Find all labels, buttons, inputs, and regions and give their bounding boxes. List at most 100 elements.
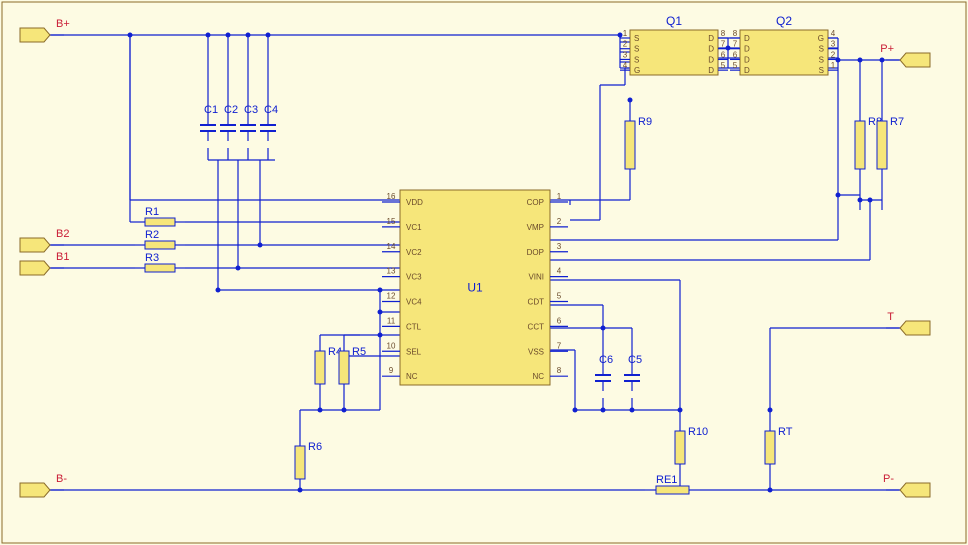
port-t: [900, 321, 930, 335]
junction: [630, 408, 635, 413]
svg-text:G: G: [818, 34, 824, 43]
junction: [768, 488, 773, 493]
svg-text:4: 4: [557, 267, 562, 276]
svg-text:Q2: Q2: [776, 14, 792, 28]
svg-text:P+: P+: [880, 43, 894, 55]
svg-text:S: S: [819, 55, 824, 64]
svg-text:S: S: [634, 34, 639, 43]
junction: [378, 288, 383, 293]
junction: [378, 333, 383, 338]
svg-text:C2: C2: [224, 104, 238, 116]
resistor-r1: [145, 218, 175, 226]
svg-text:5: 5: [721, 61, 726, 70]
junction: [128, 33, 133, 38]
svg-text:B1: B1: [56, 251, 69, 263]
svg-text:DOP: DOP: [527, 248, 544, 257]
svg-text:8: 8: [721, 29, 726, 38]
svg-text:R9: R9: [638, 116, 652, 128]
svg-text:5: 5: [557, 292, 562, 301]
junction: [318, 408, 323, 413]
svg-text:12: 12: [387, 292, 396, 301]
svg-text:VC3: VC3: [406, 273, 422, 282]
svg-text:C4: C4: [264, 104, 278, 116]
svg-text:RE1: RE1: [656, 474, 677, 486]
svg-text:D: D: [744, 55, 750, 64]
junction: [678, 408, 683, 413]
junction: [246, 33, 251, 38]
svg-text:10: 10: [387, 341, 396, 350]
port-b-: [20, 483, 50, 497]
svg-text:13: 13: [387, 267, 396, 276]
port-b+: [20, 28, 50, 42]
svg-text:1: 1: [623, 29, 628, 38]
svg-text:15: 15: [387, 217, 396, 226]
svg-text:4: 4: [831, 29, 836, 38]
resistor-r9: [625, 121, 635, 169]
svg-text:3: 3: [557, 242, 562, 251]
svg-text:4: 4: [623, 61, 628, 70]
q1: [630, 30, 718, 75]
svg-text:R10: R10: [688, 426, 708, 438]
resistor-rt: [765, 431, 775, 464]
junction: [236, 266, 241, 271]
resistor-r8: [855, 121, 865, 169]
junction: [342, 408, 347, 413]
junction: [216, 288, 221, 293]
junction: [868, 198, 873, 203]
svg-text:S: S: [634, 45, 639, 54]
junction: [836, 193, 841, 198]
svg-text:D: D: [744, 45, 750, 54]
junction: [226, 33, 231, 38]
svg-text:14: 14: [387, 242, 396, 251]
svg-text:B2: B2: [56, 228, 69, 240]
svg-text:R2: R2: [145, 229, 159, 241]
junction: [601, 326, 606, 331]
junction: [726, 46, 731, 51]
svg-text:2: 2: [831, 50, 836, 59]
svg-text:VDD: VDD: [406, 198, 423, 207]
svg-text:D: D: [744, 66, 750, 75]
svg-text:S: S: [634, 55, 639, 64]
svg-text:VSS: VSS: [528, 347, 544, 356]
svg-text:7: 7: [721, 40, 726, 49]
svg-text:8: 8: [733, 29, 738, 38]
svg-text:8: 8: [557, 366, 562, 375]
resistor-r7: [877, 121, 887, 169]
svg-text:T: T: [887, 311, 894, 323]
resistor-r5: [339, 351, 349, 384]
svg-text:2: 2: [623, 40, 628, 49]
svg-text:1: 1: [557, 192, 562, 201]
svg-text:U1: U1: [467, 281, 483, 295]
svg-text:P-: P-: [883, 473, 894, 485]
svg-text:VC2: VC2: [406, 248, 422, 257]
junction: [258, 243, 263, 248]
svg-text:6: 6: [733, 50, 738, 59]
svg-text:R5: R5: [352, 346, 366, 358]
resistor-r6: [295, 446, 305, 479]
resistor-r2: [145, 241, 175, 249]
svg-text:CCT: CCT: [528, 322, 545, 331]
port-p-: [900, 483, 930, 497]
svg-text:NC: NC: [532, 372, 544, 381]
junction: [858, 58, 863, 63]
svg-text:S: S: [819, 45, 824, 54]
junction: [266, 33, 271, 38]
svg-text:B+: B+: [56, 18, 70, 30]
svg-text:SEL: SEL: [406, 347, 422, 356]
svg-text:Q1: Q1: [666, 14, 682, 28]
junction: [206, 33, 211, 38]
resistor-r4: [315, 351, 325, 384]
junction: [768, 408, 773, 413]
svg-text:D: D: [708, 66, 714, 75]
svg-text:COP: COP: [527, 198, 544, 207]
svg-text:VC4: VC4: [406, 298, 422, 307]
port-b1: [20, 261, 50, 275]
resistor-r10: [675, 431, 685, 464]
svg-text:1: 1: [831, 61, 836, 70]
svg-text:CTL: CTL: [406, 322, 422, 331]
q2: [740, 30, 828, 75]
junction: [601, 408, 606, 413]
svg-text:R7: R7: [890, 116, 904, 128]
svg-text:RT: RT: [778, 426, 793, 438]
junction: [628, 98, 633, 103]
